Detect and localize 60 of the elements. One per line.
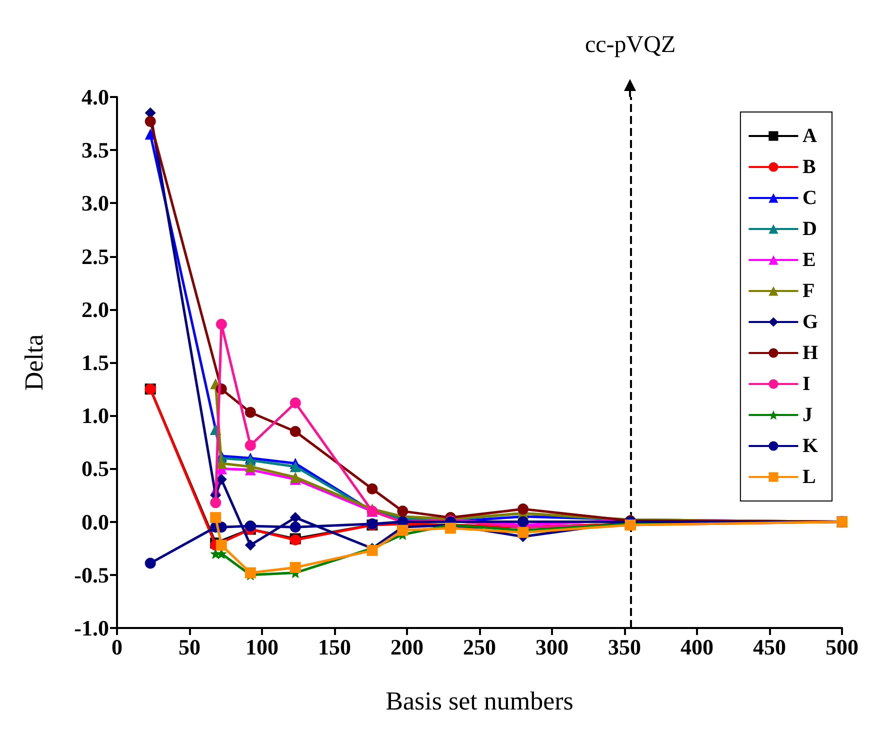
legend-label: E [802,249,816,271]
point [210,497,222,508]
point [216,540,227,551]
point [290,512,301,524]
legend-label: I [802,373,810,395]
legend-label: A [802,125,818,147]
point [290,426,301,438]
x-tick-label: 400 [680,634,714,660]
point [445,522,456,534]
legend-label: G [802,311,818,333]
y-tick-label: -0.5 [74,562,109,588]
y-tick-label: 2.5 [82,244,109,269]
x-tick-label: 150 [318,634,351,660]
x-tick-label: 100 [246,634,278,660]
legend-label: J [802,404,812,426]
x-tick-label: 350 [608,634,641,660]
y-tick-label: 3.5 [82,138,109,163]
x-axis-title: Basis set numbers [386,686,574,716]
point [244,540,256,551]
legend-label: L [802,466,816,488]
x-tick-label: 300 [536,634,568,660]
point [244,520,256,532]
y-tick-label: -1.0 [74,616,109,640]
legend-label: B [802,156,816,178]
point [518,504,528,515]
point [290,397,301,408]
point [290,562,301,573]
point [244,461,256,472]
point [210,512,222,524]
x-tick-label: 250 [463,634,496,660]
y-axis-title: Delta [20,334,48,391]
y-tick-label: 1.0 [82,403,109,428]
legend-label: C [802,187,817,209]
point [397,524,408,536]
legend-label: H [802,342,818,364]
x-tick-label: 0 [112,634,122,660]
y-tick-label: 0.0 [82,509,109,534]
y-tick-label: 2.0 [82,296,109,322]
y-tick-label: 0.5 [82,456,109,482]
point [290,461,301,472]
point [144,558,156,569]
y-tick-label: 3.0 [82,190,109,216]
point [216,318,227,330]
point [244,406,256,418]
ref-line-label: cc-pVQZ [584,32,676,58]
point [518,516,528,528]
x-tick-label: 50 [178,634,200,660]
point [366,483,378,494]
x-tick-label: 500 [826,634,858,660]
point [244,440,256,451]
legend-label: D [802,218,817,240]
x-tick-label: 200 [390,634,424,660]
point [290,522,301,533]
point [144,116,156,127]
point [397,506,408,517]
x-tick-label: 450 [753,634,786,660]
legend-label: K [802,435,818,457]
y-tick-label: 1.5 [82,350,109,375]
legend-label: F [802,280,815,302]
y-tick-label: 4.0 [82,84,109,110]
